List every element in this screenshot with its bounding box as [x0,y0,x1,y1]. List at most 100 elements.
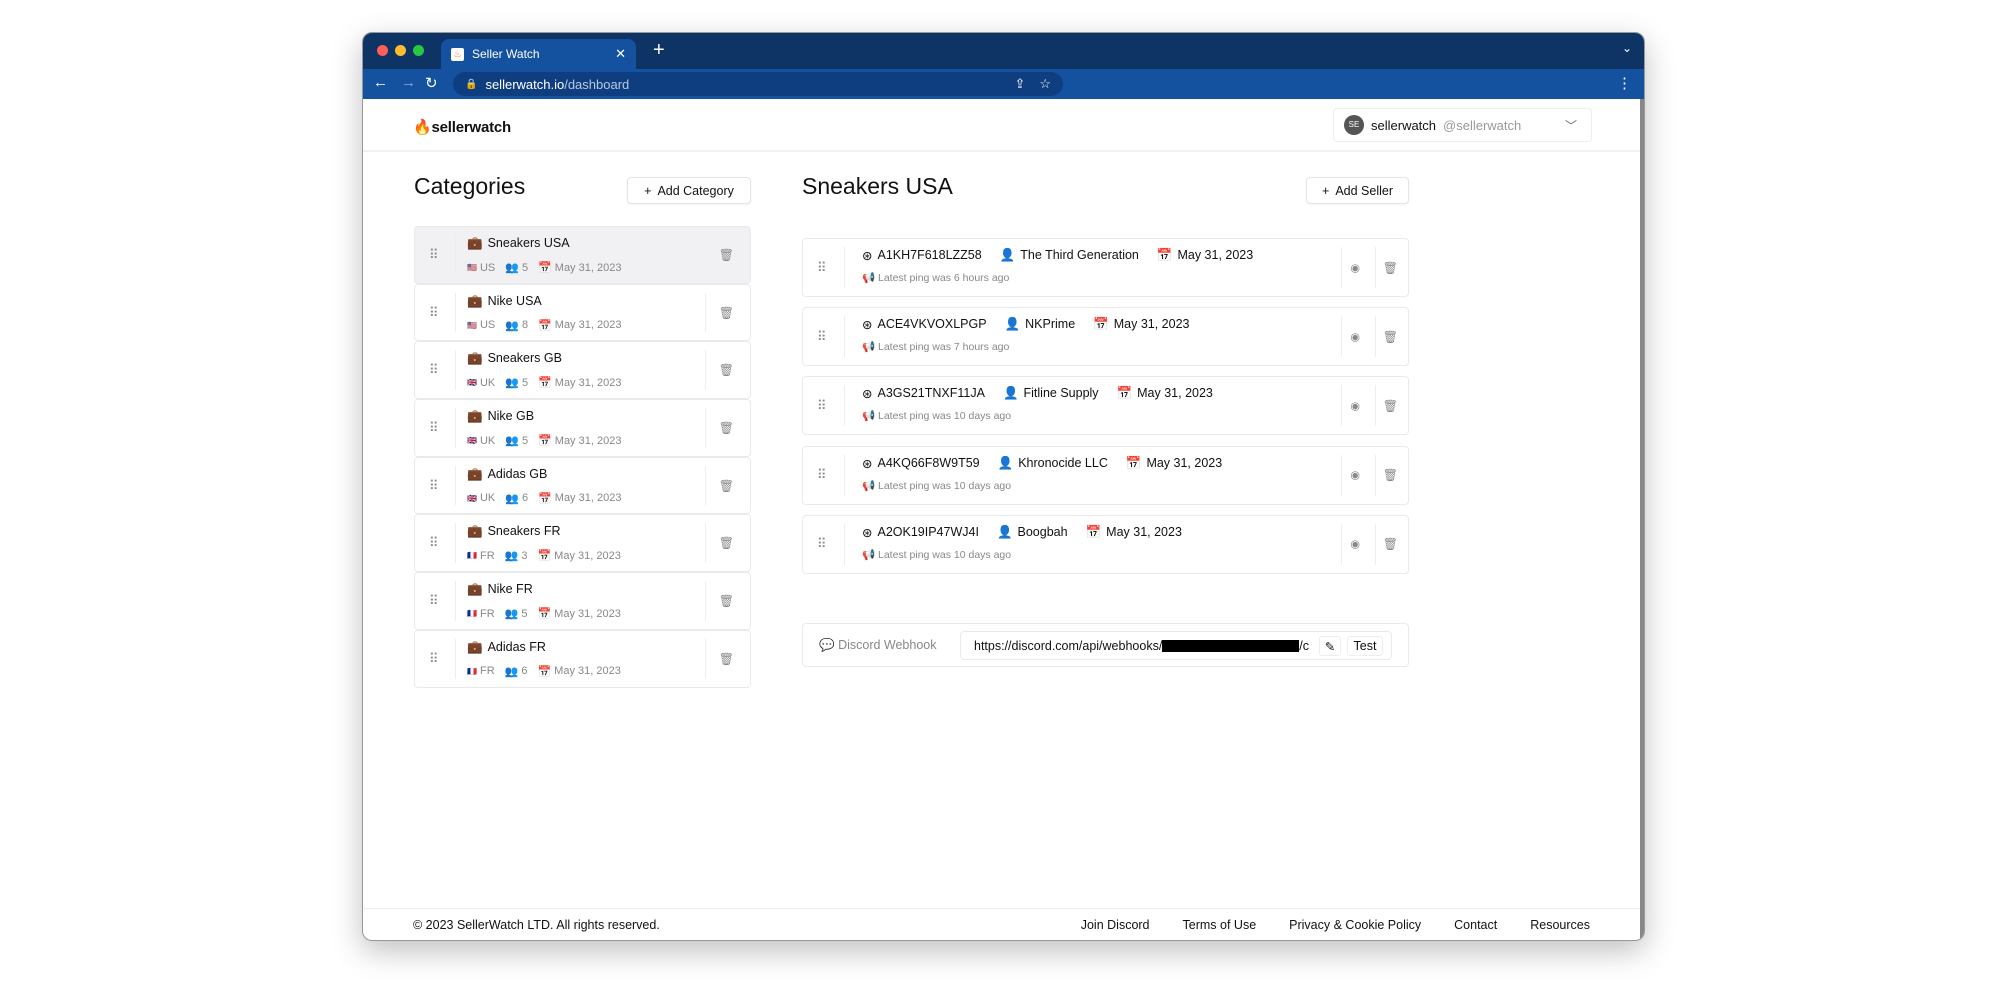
redacted-token [1162,639,1300,652]
fingerprint-icon: ⊛ [862,318,873,333]
drag-handle-icon[interactable]: ⠿ [817,397,826,413]
delete-category-icon[interactable]: 🗑 [718,651,734,666]
close-tab-icon[interactable]: ✕ [615,46,626,61]
test-webhook-button[interactable]: Test [1347,636,1383,656]
footer-link-resources[interactable]: Resources [1530,918,1590,932]
maximize-window-button[interactable] [413,45,424,56]
category-item[interactable]: ⠿ 💼 Nike GB 🇬🇧 UK 👥 5 📅 May 31, 2023 🗑 [414,399,751,457]
footer-link-contact[interactable]: Contact [1454,918,1498,932]
delete-category-icon[interactable]: 🗑 [718,247,734,262]
flag-icon: 🇬🇧 [467,378,477,388]
drag-handle-icon[interactable]: ⠿ [429,477,438,493]
category-item[interactable]: ⠿ 💼 Nike FR 🇫🇷 FR 👥 5 📅 May 31, 2023 🗑 [414,572,751,630]
seller-id: ACE4VKVOXLPGP [877,317,987,332]
delete-seller-icon[interactable]: 🗑 [1382,468,1398,483]
category-name: Sneakers USA [487,236,570,250]
category-list: ⠿ 💼 Sneakers USA 🇺🇸 US 👥 5 📅 May 31, 2023 🗑 ⠿… [414,226,751,688]
delete-category-icon[interactable]: 🗑 [718,363,734,378]
browser-tab[interactable]: ♨ Seller Watch ✕ [441,39,636,69]
delete-category-icon[interactable]: 🗑 [718,420,734,435]
users-icon: 👥 [505,377,519,390]
divider [1341,316,1342,358]
edit-webhook-button[interactable]: ✎ [1319,636,1341,656]
footer-link-privacy[interactable]: Privacy & Cookie Policy [1289,918,1422,932]
view-seller-icon[interactable]: ◉ [1350,538,1360,551]
view-seller-icon[interactable]: ◉ [1350,331,1360,344]
user-menu[interactable]: SE sellerwatch @sellerwatch ﹀ [1333,108,1592,142]
app-header: 🔥sellerwatch SE sellerwatch @sellerwatch ﹀ [363,99,1640,152]
category-name: Nike USA [487,293,542,308]
minimize-window-button[interactable] [395,45,406,56]
add-seller-button[interactable]: + Add Seller [1306,177,1409,204]
footer-link-discord[interactable]: Join Discord [1080,918,1150,932]
back-icon[interactable]: ← [373,74,388,91]
browser-menu-icon[interactable]: ⋮ [1617,75,1632,92]
drag-handle-icon[interactable]: ⠿ [429,419,438,435]
drag-handle-icon[interactable]: ⠿ [429,246,438,262]
webhook-url-input[interactable]: https://discord.com/api/webhooks//c ✎ Te… [960,631,1392,660]
category-item[interactable]: ⠿ 💼 Adidas GB 🇬🇧 UK 👥 6 📅 May 31, 2023 🗑 [414,456,751,515]
divider [455,465,456,506]
category-name: Nike GB [487,409,535,424]
discord-webhook: 💬 Discord Webhook https://discord.com/ap… [802,623,1409,667]
drag-handle-icon[interactable]: ⠿ [817,467,826,483]
chat-icon: 💬 [819,638,835,652]
plus-icon: + [1322,183,1330,198]
category-item[interactable]: ⠿ 💼 Sneakers FR 🇫🇷 FR 👥 3 📅 May 31, 2023 🗑 [414,514,751,573]
plus-icon: + [644,183,652,198]
category-item[interactable]: ⠿ 💼 Adidas FR 🇫🇷 FR 👥 6 📅 May 31, 2023 🗑 [414,629,751,688]
category-item[interactable]: ⠿ 💼 Nike USA 🇺🇸 US 👥 8 📅 May 31, 2023 🗑 [414,283,751,342]
delete-category-icon[interactable]: 🗑 [718,536,734,551]
delete-seller-icon[interactable]: 🗑 [1382,260,1398,275]
users-icon: 👥 [505,262,519,274]
drag-handle-icon[interactable]: ⠿ [429,304,438,320]
delete-category-icon[interactable]: 🗑 [718,478,734,493]
category-item[interactable]: ⠿ 💼 Sneakers GB 🇬🇧 UK 👥 5 📅 May 31, 2023 🗑 [414,341,751,400]
seller-count: 5 [521,607,528,620]
category-item[interactable]: ⠿ 💼 Sneakers USA 🇺🇸 US 👥 5 📅 May 31, 2023 🗑 [414,226,751,284]
scrollbar[interactable] [1640,99,1644,940]
close-window-button[interactable] [377,45,388,56]
divider [455,235,456,275]
delete-seller-icon[interactable]: 🗑 [1382,537,1398,552]
pencil-icon: ✎ [1324,639,1336,654]
delete-category-icon[interactable]: 🗑 [718,593,734,608]
drag-handle-icon[interactable]: ⠿ [429,592,438,608]
delete-category-icon[interactable]: 🗑 [718,305,734,320]
page: 🔥sellerwatch SE sellerwatch @sellerwatch ﹀ … [363,99,1644,940]
logo[interactable]: 🔥sellerwatch [413,119,511,136]
flag-icon: 🇫🇷 [467,551,477,561]
drag-handle-icon[interactable]: ⠿ [429,362,438,378]
divider [1375,454,1376,496]
tab-search-chevron-icon[interactable]: ⌄ [1621,41,1632,55]
view-seller-icon[interactable]: ◉ [1350,469,1360,482]
new-tab-button[interactable]: + [653,39,665,61]
users-icon: 👥 [504,550,519,563]
footer-link-terms[interactable]: Terms of Use [1182,918,1257,932]
tab-bar: ♨ Seller Watch ✕ + ⌄ [363,33,1644,69]
latest-ping: Latest ping was 6 hours ago [878,272,1010,284]
view-seller-icon[interactable]: ◉ [1350,400,1360,413]
delete-seller-icon[interactable]: 🗑 [1382,329,1398,344]
forward-icon[interactable]: → [401,74,416,91]
users-icon: 👥 [504,608,519,621]
megaphone-icon: 📢 [862,341,876,354]
user-icon: 👤 [999,248,1016,262]
calendar-icon: 📅 [1156,248,1173,262]
bookmark-star-icon[interactable]: ☆ [1039,76,1051,91]
share-icon[interactable]: ⇪ [1014,76,1026,91]
drag-handle-icon[interactable]: ⠿ [817,536,826,552]
delete-seller-icon[interactable]: 🗑 [1382,398,1398,413]
address-bar[interactable]: 🔒 sellerwatch.io/dashboard ⇪ ☆ [453,72,1063,96]
seller-name: Boogbah [1017,524,1068,539]
drag-handle-icon[interactable]: ⠿ [817,259,826,275]
flame-icon: 🔥 [413,119,432,136]
add-category-button[interactable]: + Add Category [627,177,751,204]
reload-icon[interactable]: ↻ [425,75,438,92]
drag-handle-icon[interactable]: ⠿ [429,535,438,551]
category-date: May 31, 2023 [554,434,622,447]
view-seller-icon[interactable]: ◉ [1350,262,1360,274]
divider [1375,523,1376,565]
drag-handle-icon[interactable]: ⠿ [817,328,826,344]
drag-handle-icon[interactable]: ⠿ [429,650,438,666]
